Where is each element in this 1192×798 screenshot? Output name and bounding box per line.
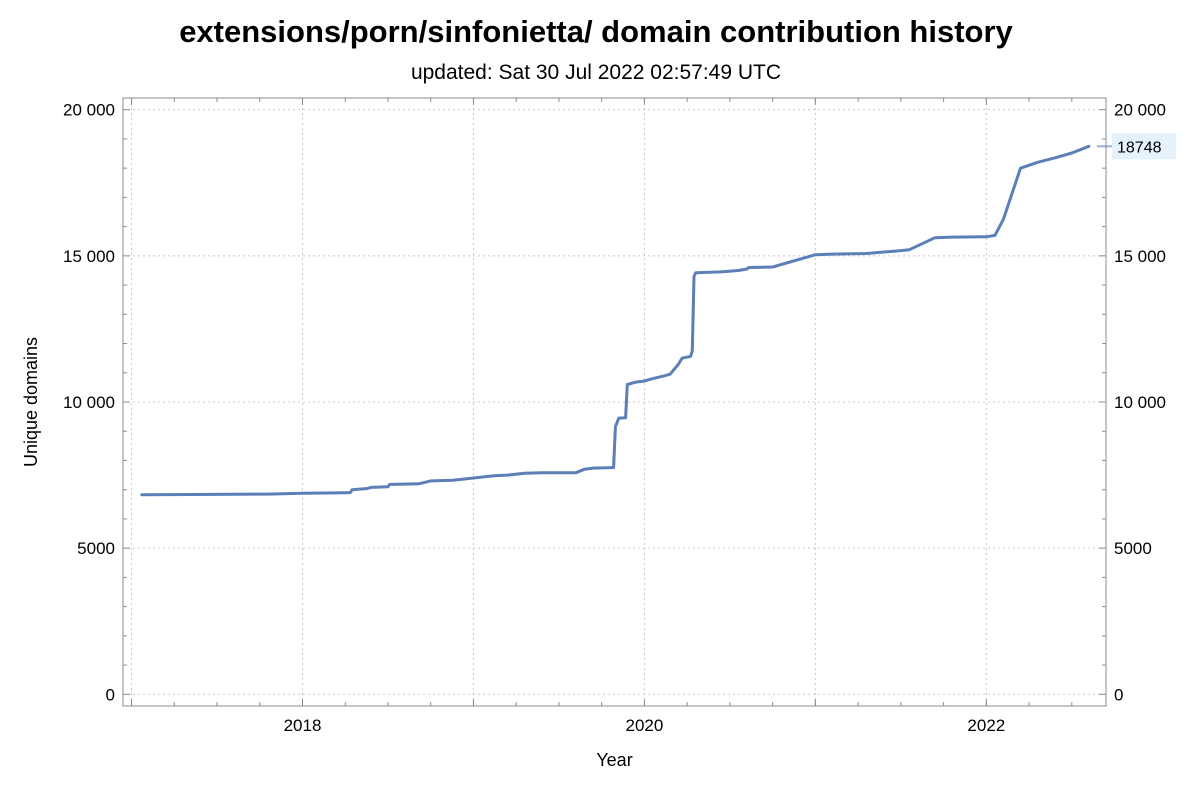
y-tick-label-left: 5000 <box>77 539 115 558</box>
y-tick-label-left: 0 <box>106 685 115 704</box>
series-line-unique-domains <box>140 144 1091 497</box>
x-axis-title: Year <box>596 750 632 770</box>
chart-subtitle: updated: Sat 30 Jul 2022 02:57:49 UTC <box>410 61 782 84</box>
y-tick-label-right: 5000 <box>1114 539 1152 558</box>
chart-title: extensions/porn/sinfonietta/ domain cont… <box>179 14 1013 49</box>
y-tick-label-right: 0 <box>1114 685 1123 704</box>
y-tick-label-right: 15 000 <box>1114 247 1166 266</box>
x-tick-label: 2020 <box>626 716 664 735</box>
grid-lines <box>123 98 1106 706</box>
axis-ticks <box>123 98 1106 706</box>
y-tick-label-right: 20 000 <box>1114 101 1166 120</box>
y-axis-title: Unique domains <box>21 337 41 467</box>
end-label-background <box>1112 133 1176 160</box>
y-tick-label-right: 10 000 <box>1114 393 1166 412</box>
end-value-label: 18748 <box>1117 139 1162 156</box>
x-tick-label: 2018 <box>284 716 322 735</box>
y-tick-label-left: 15 000 <box>63 247 115 266</box>
x-tick-label: 2022 <box>967 716 1005 735</box>
y-tick-label-left: 10 000 <box>63 393 115 412</box>
y-tick-label-left: 20 000 <box>63 101 115 120</box>
tick-labels: 0 0 5000 5000 10 000 10 000 15 000 15 000 20 000… <box>63 101 1166 735</box>
